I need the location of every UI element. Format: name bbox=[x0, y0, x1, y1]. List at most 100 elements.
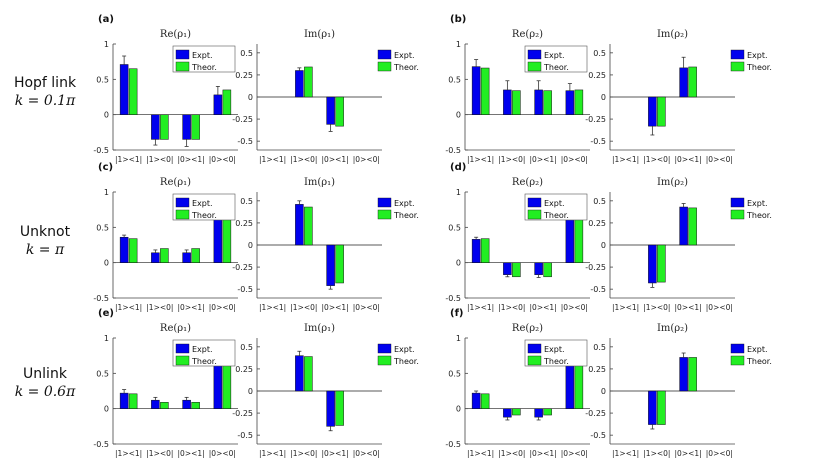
panel-3: 1 0.5 0 -0.5 Re(ρ₂) (b) |1><1| |1><0| |0><1| |0><… bbox=[445, 14, 590, 164]
bar-theor-1-1 bbox=[128, 393, 138, 409]
legend-swatch-theor bbox=[175, 61, 190, 72]
y-tick-label: -0.5 bbox=[445, 294, 461, 303]
panel-title: Im(ρ₁) bbox=[304, 177, 335, 188]
category-label-0-0: |0><0| bbox=[706, 155, 733, 164]
panel-title: Re(ρ₁) bbox=[160, 29, 191, 40]
legend-swatch-expt bbox=[377, 197, 392, 208]
bar-theor-1-1 bbox=[128, 238, 138, 263]
bar-expt-1-1 bbox=[471, 66, 481, 115]
legend-swatch-expt bbox=[730, 343, 745, 354]
panel-5: 1 0.5 0 -0.5 Re(ρ₁) (c) |1><1| |1><0| |0><1| |0><… bbox=[93, 162, 238, 312]
category-label-1-0: |1><0| bbox=[146, 303, 173, 312]
category-label-1-0: |1><0| bbox=[290, 449, 317, 458]
category-label-0-1: |0><1| bbox=[178, 449, 205, 458]
y-tick-label: 0.25 bbox=[235, 219, 253, 228]
legend-label-theor: Theor. bbox=[543, 211, 569, 220]
y-tick-label: 0.5 bbox=[240, 49, 253, 58]
panel-2: 0.5 0.25 0 -0.25 -0.5 Im(ρ₁) |1><1| |1><0| |0><1… bbox=[232, 29, 419, 164]
bar-theor-1-0 bbox=[304, 206, 313, 246]
bar-theor-0-0 bbox=[222, 215, 232, 263]
category-label-1-0: |1><0| bbox=[146, 155, 173, 164]
row-label-hopf-link: Hopf link bbox=[14, 75, 77, 91]
y-tick-label: 0 bbox=[104, 111, 109, 120]
legend-label-theor: Theor. bbox=[543, 63, 569, 72]
category-label-1-1: |1><1| bbox=[259, 155, 286, 164]
legend-swatch-theor bbox=[377, 209, 392, 220]
legend-swatch-expt bbox=[527, 197, 542, 208]
legend-label-theor: Theor. bbox=[746, 63, 772, 72]
legend-label-expt: Expt. bbox=[394, 345, 415, 354]
legend-swatch-theor bbox=[175, 355, 190, 366]
y-tick-label: 0.5 bbox=[448, 75, 461, 84]
y-tick-label: 1 bbox=[104, 188, 109, 197]
panel-title: Im(ρ₁) bbox=[304, 323, 335, 334]
category-label-0-1: |0><1| bbox=[530, 303, 557, 312]
legend-swatch-expt bbox=[730, 197, 745, 208]
category-label-1-1: |1><1| bbox=[612, 303, 639, 312]
bar-expt-1-0 bbox=[295, 355, 304, 392]
y-tick-label: -0.25 bbox=[232, 263, 253, 272]
bar-theor-1-0 bbox=[160, 248, 169, 263]
legend-label-expt: Expt. bbox=[747, 51, 768, 60]
category-label-0-0: |0><0| bbox=[353, 303, 380, 312]
legend-label-theor: Theor. bbox=[191, 357, 217, 366]
panels: 1 0.5 0 -0.5 Re(ρ₁) (a) |1><1| |1><0| |0><1| |0><… bbox=[93, 14, 771, 458]
legend-swatch-expt bbox=[175, 197, 190, 208]
row-label-unlink: Unlink bbox=[23, 366, 68, 382]
bar-theor-0-1 bbox=[688, 357, 697, 392]
legend-label-theor: Theor. bbox=[393, 211, 419, 220]
y-tick-label: 0.5 bbox=[96, 75, 109, 84]
row-labels: Hopf link k = 0.1π Unknot k = π Unlink k… bbox=[14, 75, 77, 400]
panel-8: 0.5 0.25 0 -0.25 -0.5 Im(ρ₂) |1><1| |1><0| |0><1… bbox=[585, 177, 772, 312]
category-label-1-0: |1><0| bbox=[643, 303, 670, 312]
category-label-1-1: |1><1| bbox=[259, 303, 286, 312]
bar-expt-0-0 bbox=[213, 94, 223, 115]
panel-1: 1 0.5 0 -0.5 Re(ρ₁) (a) |1><1| |1><0| |0><1| |0><… bbox=[93, 14, 238, 164]
y-tick-label: 0.25 bbox=[235, 365, 253, 374]
bar-expt-0-1 bbox=[679, 67, 688, 98]
bar-expt-1-1 bbox=[471, 239, 481, 263]
category-label-0-1: |0><1| bbox=[530, 449, 557, 458]
panel-title: Re(ρ₂) bbox=[512, 177, 543, 188]
legend-label-expt: Expt. bbox=[394, 51, 415, 60]
category-label-1-1: |1><1| bbox=[467, 449, 494, 458]
category-label-1-1: |1><1| bbox=[259, 449, 286, 458]
legend-swatch-theor bbox=[175, 209, 190, 220]
y-tick-label: -0.5 bbox=[590, 285, 606, 294]
category-label-0-1: |0><1| bbox=[675, 155, 702, 164]
category-label-0-0: |0><0| bbox=[353, 155, 380, 164]
panel-6: 0.5 0.25 0 -0.25 -0.5 Im(ρ₁) |1><1| |1><0| |0><1… bbox=[232, 177, 419, 312]
legend-swatch-theor bbox=[527, 355, 542, 366]
y-tick-label: 0.5 bbox=[96, 369, 109, 378]
bar-expt-0-1 bbox=[326, 390, 335, 427]
legend-swatch-theor bbox=[377, 61, 392, 72]
bar-theor-1-1 bbox=[128, 68, 138, 115]
row-k-unlink: k = 0.6π bbox=[15, 384, 76, 400]
bar-expt-0-1 bbox=[534, 262, 543, 275]
category-label-0-1: |0><1| bbox=[178, 155, 205, 164]
row-label-unknot: Unknot bbox=[20, 224, 71, 240]
y-tick-label: -0.5 bbox=[237, 431, 253, 440]
legend-swatch-expt bbox=[175, 343, 190, 354]
legend-label-theor: Theor. bbox=[393, 63, 419, 72]
category-label-0-0: |0><0| bbox=[209, 449, 236, 458]
bar-expt-1-1 bbox=[471, 392, 481, 409]
y-tick-label: 0 bbox=[248, 387, 253, 396]
bar-expt-1-0 bbox=[648, 244, 657, 284]
category-label-0-1: |0><1| bbox=[178, 303, 205, 312]
bar-theor-1-1 bbox=[480, 238, 490, 263]
legend-swatch-expt bbox=[730, 49, 745, 60]
y-tick-label: 0.5 bbox=[240, 197, 253, 206]
bar-theor-1-0 bbox=[304, 66, 313, 98]
category-label-1-0: |1><0| bbox=[498, 449, 525, 458]
y-tick-label: 0 bbox=[248, 93, 253, 102]
y-tick-label: -0.25 bbox=[585, 115, 606, 124]
panel-12: 0.5 0.25 0 -0.25 -0.5 Im(ρ₂) |1><1| |1><0| |0><1… bbox=[585, 323, 772, 458]
bar-theor-1-0 bbox=[160, 402, 169, 409]
bar-theor-1-0 bbox=[512, 408, 521, 416]
legend-swatch-theor bbox=[527, 209, 542, 220]
legend-swatch-expt bbox=[175, 49, 190, 60]
bar-theor-0-1 bbox=[335, 244, 344, 284]
y-tick-label: 0.5 bbox=[593, 197, 606, 206]
bar-theor-0-0 bbox=[574, 215, 584, 263]
